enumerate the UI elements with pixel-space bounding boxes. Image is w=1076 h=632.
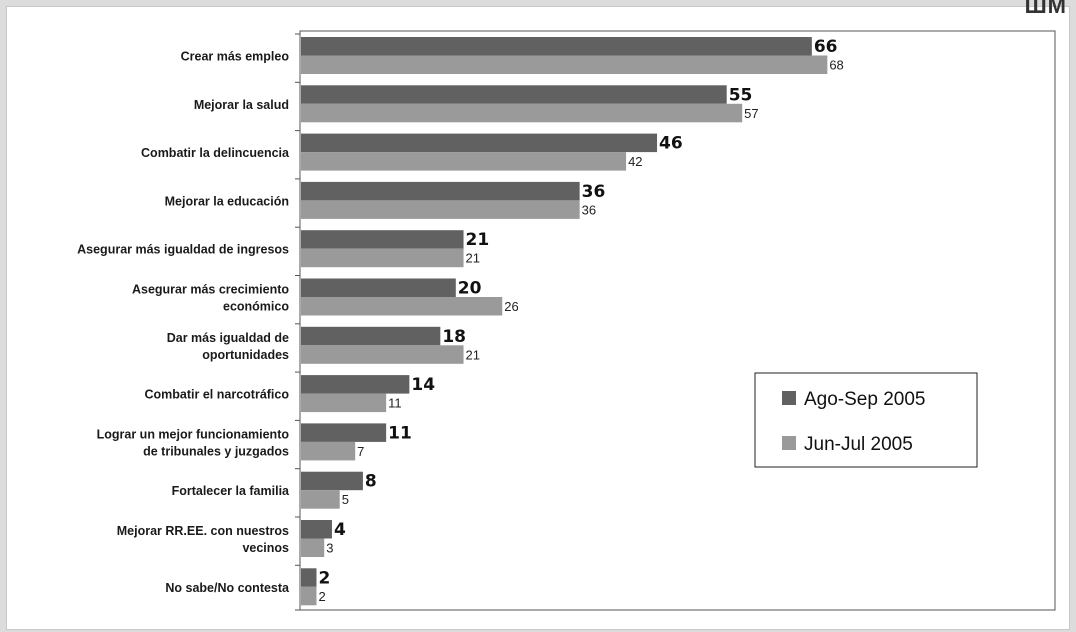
bar-series-a <box>301 471 363 491</box>
data-label-series-b: 5 <box>342 492 349 507</box>
data-label-series-a: 18 <box>442 327 466 347</box>
bar-series-b <box>301 103 743 123</box>
plot-area <box>299 30 1056 611</box>
category-label: Mejorar la salud <box>194 98 289 112</box>
data-label-series-a: 8 <box>365 472 377 492</box>
data-label-series-a: 36 <box>582 182 606 202</box>
data-label-series-a: 2 <box>318 568 330 588</box>
data-label-series-a: 11 <box>388 423 412 443</box>
category-label: Combatir la delincuencia <box>141 146 290 160</box>
legend-box <box>754 372 978 468</box>
data-label-series-b: 11 <box>388 396 402 411</box>
data-label-series-a: 46 <box>659 134 683 154</box>
category-label: Fortalecer la familia <box>172 484 290 498</box>
category-label: Crear más empleo <box>181 50 290 64</box>
category-label: Mejorar RR.EE. con nuestros <box>117 524 289 538</box>
bar-series-a <box>301 37 812 56</box>
data-label-series-b: 36 <box>582 202 596 217</box>
data-label-series-a: 4 <box>334 520 346 540</box>
bar-series-a <box>301 133 658 153</box>
legend-swatch-series-a <box>782 391 796 405</box>
category-label: oportunidades <box>202 348 289 362</box>
bar-series-a <box>301 520 332 539</box>
bar-series-b <box>301 490 340 509</box>
bar-series-a <box>301 230 464 249</box>
data-label-series-b: 68 <box>829 58 843 73</box>
data-label-series-b: 3 <box>326 541 333 556</box>
category-label: No sabe/No contesta <box>165 581 290 595</box>
bar-series-a <box>301 85 727 104</box>
data-label-series-b: 26 <box>504 299 518 314</box>
data-label-series-b: 21 <box>466 251 480 266</box>
category-label: Asegurar más crecimiento <box>132 283 289 297</box>
bar-series-b <box>301 393 387 413</box>
legend-label-series-a: Ago-Sep 2005 <box>804 389 926 410</box>
bar-series-b <box>301 538 325 557</box>
category-label: vecinos <box>242 541 289 555</box>
category-label: Dar más igualdad de <box>167 331 289 345</box>
data-label-series-b: 7 <box>357 444 364 459</box>
bar-series-a <box>301 278 456 297</box>
legend-label-series-b: Jun-Jul 2005 <box>804 434 913 455</box>
bar-series-b <box>301 441 356 461</box>
bar-series-a <box>301 375 410 394</box>
category-label: económico <box>223 300 289 314</box>
data-label-series-a: 66 <box>814 37 838 57</box>
data-label-series-a: 55 <box>729 85 753 105</box>
legend-swatch-series-b <box>782 436 796 450</box>
bar-series-b <box>301 297 503 316</box>
data-label-series-b: 57 <box>744 106 758 121</box>
data-label-series-b: 2 <box>318 589 325 604</box>
bar-series-b <box>301 200 580 219</box>
bar-series-a <box>301 568 317 587</box>
bar-series-b <box>301 586 317 606</box>
data-label-series-b: 42 <box>628 154 642 169</box>
bar-series-a <box>301 181 580 201</box>
category-label: Mejorar la educación <box>165 194 289 208</box>
category-label: de tribunales y juzgados <box>143 444 289 458</box>
data-label-series-a: 21 <box>466 230 490 250</box>
data-label-series-b: 21 <box>466 347 480 362</box>
bar-series-a <box>301 326 441 346</box>
bar-series-b <box>301 345 464 364</box>
bar-series-b <box>301 55 828 74</box>
data-label-series-a: 14 <box>411 375 435 395</box>
category-label: Asegurar más igualdad de ingresos <box>77 243 289 257</box>
corner-logo-text: ШМ <box>1024 0 1067 18</box>
category-label: Combatir el narcotráfico <box>145 388 290 402</box>
bar-series-b <box>301 152 627 171</box>
bar-series-a <box>301 423 387 442</box>
data-label-series-a: 20 <box>458 279 482 299</box>
category-label: Lograr un mejor funcionamiento <box>97 427 290 441</box>
bar-series-b <box>301 248 464 268</box>
